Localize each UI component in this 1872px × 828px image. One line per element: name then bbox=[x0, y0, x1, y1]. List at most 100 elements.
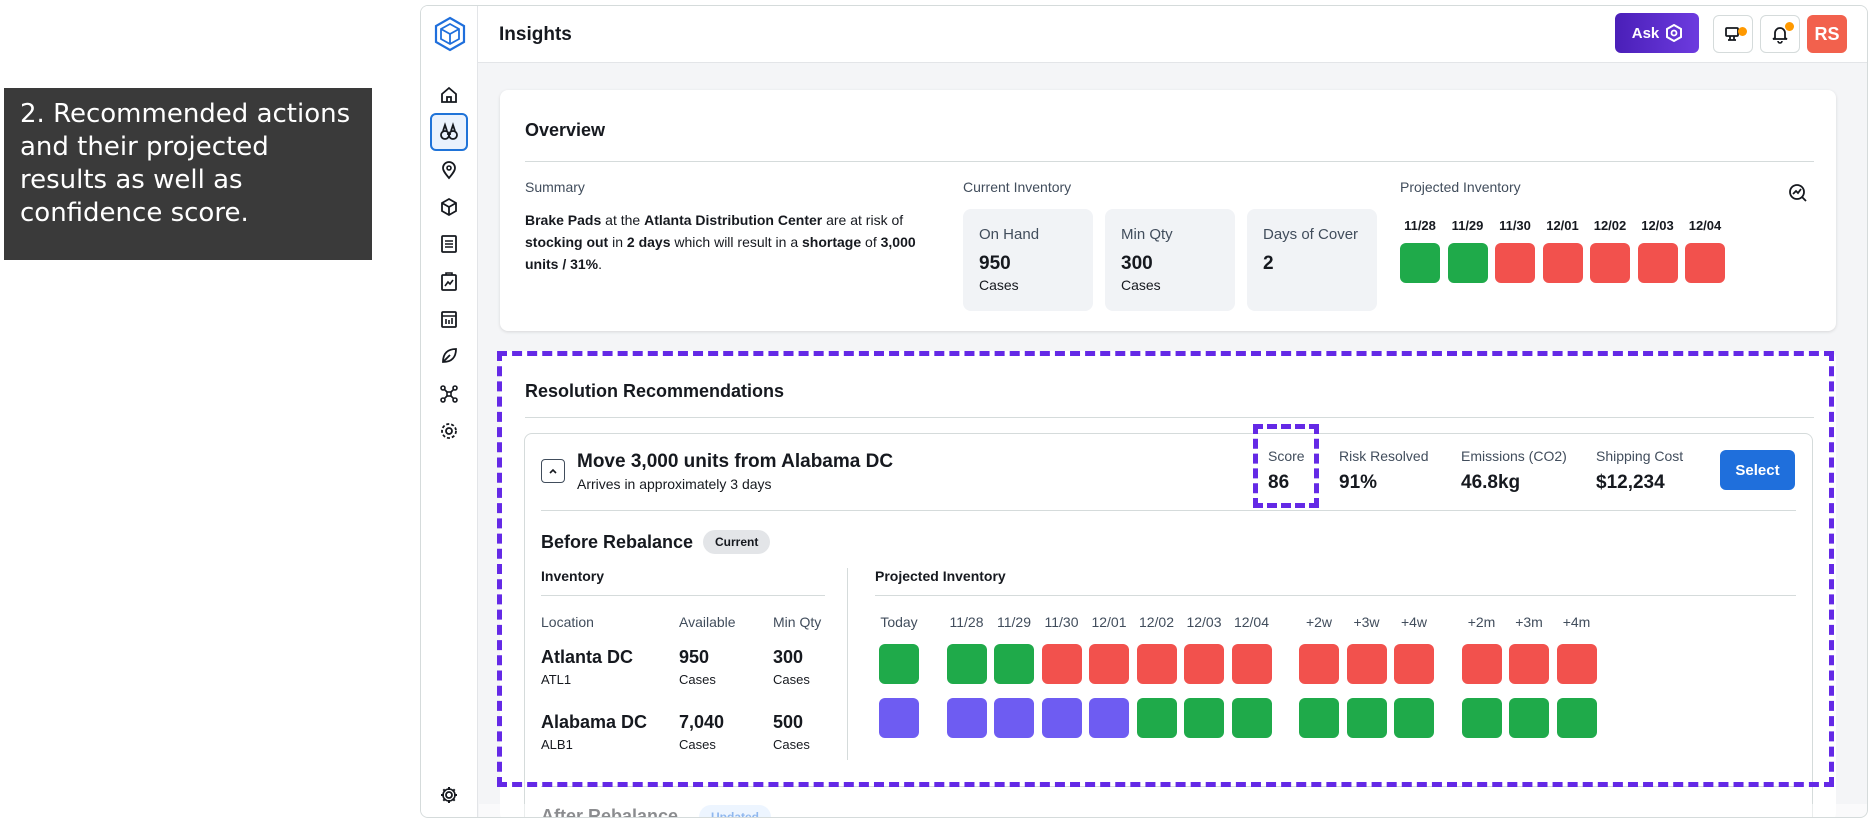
projected-inventory-subheading: Projected Inventory bbox=[875, 568, 1006, 584]
recommendations-card: Resolution Recommendations Move 3,000 un… bbox=[500, 351, 1836, 817]
column-divider bbox=[847, 568, 848, 760]
sidebar-item-sustainability[interactable] bbox=[430, 337, 468, 375]
summary-text: Brake Pads at the Atlanta Distribution C… bbox=[525, 212, 916, 272]
inventory-subheading: Inventory bbox=[541, 568, 605, 584]
sidebar-item-home[interactable] bbox=[430, 76, 468, 114]
risk-resolved-value: 91% bbox=[1339, 472, 1378, 493]
projected-status-cell bbox=[1394, 698, 1434, 738]
shipping-cost-value: $12,234 bbox=[1596, 472, 1665, 493]
select-button[interactable]: Select bbox=[1720, 450, 1795, 490]
projected-status-cell bbox=[1556, 698, 1597, 738]
stat-days-of-cover: Days of Cover 2 bbox=[1247, 209, 1377, 311]
projected-status-cell bbox=[1184, 644, 1224, 684]
projected-date-label: +2w bbox=[1305, 614, 1333, 630]
projected-status-cell bbox=[1495, 243, 1535, 283]
available-unit: Cases bbox=[679, 737, 716, 752]
score-label: Score bbox=[1268, 448, 1305, 464]
overview-title: Overview bbox=[525, 120, 606, 140]
projected-date-label: +4w bbox=[1400, 614, 1428, 630]
projected-status-cell bbox=[1590, 243, 1630, 283]
projected-date-label: 11/30 bbox=[1499, 218, 1531, 233]
projected-status-cell bbox=[1299, 698, 1339, 738]
target-icon bbox=[441, 423, 457, 439]
projected-status-cell bbox=[1041, 644, 1082, 684]
divider bbox=[875, 595, 1796, 596]
location-pin-icon bbox=[442, 161, 456, 180]
app-logo-icon bbox=[434, 16, 466, 52]
projected-status-cell bbox=[879, 644, 919, 684]
sidebar-item-orders[interactable] bbox=[430, 225, 468, 263]
sidebar-item-calendar[interactable] bbox=[430, 300, 468, 338]
projected-status-cell bbox=[1509, 698, 1549, 738]
summary-label: Summary bbox=[525, 179, 585, 195]
sidebar-item-map[interactable] bbox=[430, 151, 468, 189]
current-badge: Current bbox=[703, 530, 771, 554]
leaf-icon bbox=[442, 348, 457, 363]
shipping-cost-label: Shipping Cost bbox=[1596, 448, 1684, 464]
score-value: 86 bbox=[1268, 472, 1290, 493]
bottom-fade bbox=[479, 804, 1867, 817]
projected-date-label: +3m bbox=[1515, 614, 1543, 630]
projected-date-label: 11/29 bbox=[997, 614, 1031, 630]
list-icon bbox=[441, 235, 457, 253]
option-title: Move 3,000 units from Alabama DC bbox=[577, 451, 894, 472]
projected-date-label: +2m bbox=[1467, 614, 1496, 630]
projected-date-label: 11/28 bbox=[1404, 218, 1436, 233]
ask-label: Ask bbox=[1631, 24, 1660, 42]
network-icon bbox=[440, 385, 458, 403]
projected-date-label: 12/04 bbox=[1688, 218, 1722, 233]
sidebar-item-inventory[interactable] bbox=[430, 188, 468, 226]
projected-status-cell bbox=[1556, 644, 1597, 684]
projected-status-cell bbox=[1461, 698, 1502, 738]
sidebar-item-network[interactable] bbox=[430, 375, 468, 413]
gear-icon bbox=[441, 787, 457, 803]
projected-date-label: 12/03 bbox=[1186, 614, 1222, 630]
projected-status-cell bbox=[1041, 698, 1082, 738]
projected-status-cell bbox=[946, 644, 987, 684]
projected-date-label: 11/28 bbox=[949, 614, 984, 630]
projected-status-cell bbox=[1346, 644, 1387, 684]
overview-card: Overview Summary Brake Pads at the Atlan… bbox=[500, 90, 1836, 331]
bell-icon bbox=[1772, 27, 1788, 44]
col-available: Available bbox=[679, 614, 736, 630]
trend-magnify-icon[interactable] bbox=[1788, 183, 1808, 203]
stat-min-qty: Min Qty 300 Cases bbox=[1105, 209, 1235, 311]
recommendations-title: Resolution Recommendations bbox=[525, 381, 785, 401]
min-qty-value: 500 bbox=[773, 712, 804, 732]
ask-button[interactable]: Ask bbox=[1615, 13, 1699, 53]
projected-status-cell bbox=[1461, 644, 1502, 684]
app-window: Insights Ask RS bbox=[420, 5, 1868, 818]
projected-date-label: 12/02 bbox=[1593, 218, 1627, 233]
projected-status-cell bbox=[994, 644, 1034, 684]
min-qty-unit: Cases bbox=[773, 672, 810, 687]
projected-status-cell bbox=[1400, 243, 1440, 283]
projected-status-cell bbox=[1346, 698, 1387, 738]
divider bbox=[525, 161, 1814, 162]
projected-status-cell bbox=[1231, 644, 1272, 684]
user-avatar[interactable]: RS bbox=[1807, 15, 1847, 53]
collapse-button[interactable] bbox=[541, 459, 565, 483]
projected-date-label: +4m bbox=[1562, 614, 1591, 630]
col-location: Location bbox=[541, 614, 594, 630]
sidebar-item-planning[interactable] bbox=[430, 263, 468, 301]
sidebar-item-settings[interactable] bbox=[430, 776, 468, 814]
projected-date-label: 11/30 bbox=[1044, 614, 1079, 630]
projected-status-cell bbox=[946, 698, 987, 738]
location-name: Atlanta DC bbox=[541, 647, 634, 667]
binoculars-icon bbox=[440, 122, 458, 140]
projected-status-cell bbox=[1394, 644, 1434, 684]
divider bbox=[541, 510, 1796, 511]
projected-status-cell bbox=[1637, 243, 1678, 283]
location-name: Alabama DC bbox=[541, 712, 648, 732]
tasks-button[interactable] bbox=[1713, 15, 1753, 53]
projected-date-label: 12/02 bbox=[1138, 614, 1175, 630]
divider bbox=[541, 595, 825, 596]
projected-date-label: Today bbox=[880, 614, 918, 630]
sidebar-item-analytics[interactable] bbox=[430, 412, 468, 450]
notifications-button[interactable] bbox=[1760, 15, 1800, 53]
option-subtitle: Arrives in approximately 3 days bbox=[577, 476, 772, 492]
projected-status-cell bbox=[1136, 698, 1177, 738]
sidebar-item-insights[interactable] bbox=[430, 113, 468, 151]
highlight-score bbox=[1253, 424, 1319, 508]
page-title: Insights bbox=[499, 24, 572, 45]
